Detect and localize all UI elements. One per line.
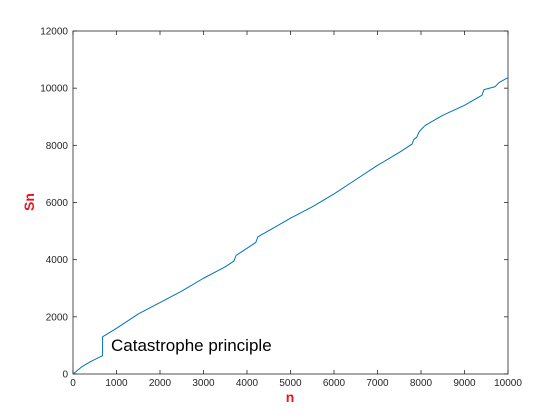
x-tick-label: 2000	[149, 378, 172, 389]
y-tick-label: 10000	[40, 84, 68, 95]
x-tick-label: 5000	[279, 378, 302, 389]
series-line	[72, 77, 509, 375]
y-tick-label: 0	[62, 370, 68, 381]
x-tick-label: 6000	[323, 378, 346, 389]
x-tick-label: 0	[70, 378, 76, 389]
x-tick-label: 9000	[453, 378, 476, 389]
y-tick-label: 12000	[40, 27, 68, 38]
x-axis-label: n	[286, 389, 295, 405]
y-axis-label: Sn	[21, 193, 37, 211]
annotation-label: Catastrophe principle	[111, 336, 272, 355]
x-tick-label: 4000	[236, 378, 259, 389]
y-tick-label: 4000	[46, 255, 69, 266]
x-tick-label: 10000	[494, 378, 522, 389]
axes-box	[72, 30, 509, 375]
y-tick-label: 8000	[46, 141, 69, 152]
y-tick-label: 2000	[46, 312, 69, 323]
x-tick-label: 7000	[366, 378, 389, 389]
x-tick-label: 1000	[105, 378, 128, 389]
y-tick-label: 6000	[46, 198, 69, 209]
x-tick-label: 3000	[192, 378, 215, 389]
x-tick-label: 8000	[410, 378, 433, 389]
plot-area: 0 1000 2000 3000 4000 5000 6000 7000 8000 9000 100…	[40, 27, 522, 390]
